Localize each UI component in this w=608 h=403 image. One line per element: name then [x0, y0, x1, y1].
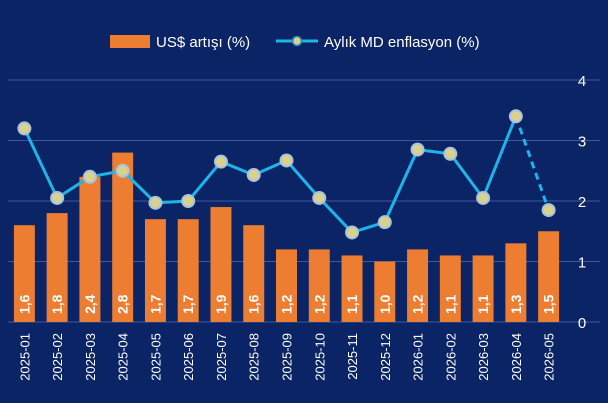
bar	[79, 176, 101, 322]
line-point	[50, 190, 65, 205]
bar-data-label: 1,5	[541, 294, 557, 314]
x-tick-label: 2025-04	[116, 333, 131, 381]
x-tick-label: 2026-04	[509, 333, 524, 381]
bar	[472, 255, 494, 322]
bar-data-label: 2,8	[115, 294, 131, 314]
bar-data-label: 1,0	[377, 294, 393, 314]
line-point	[246, 167, 261, 182]
bar	[177, 219, 199, 322]
line-point	[443, 146, 458, 161]
bar-series	[13, 152, 560, 322]
x-tick-label: 2025-09	[280, 333, 295, 381]
line-point	[410, 142, 425, 157]
x-tick-label: 2025-03	[83, 333, 98, 381]
line-point	[345, 225, 360, 240]
bar	[46, 213, 68, 322]
gridlines	[8, 79, 600, 323]
x-tick-label: 2026-01	[411, 333, 426, 381]
line-point	[377, 215, 392, 230]
legend-swatch-marker	[291, 35, 303, 47]
x-tick-label: 2025-05	[148, 333, 163, 381]
bar	[407, 249, 429, 322]
bar	[505, 243, 527, 322]
line-point	[476, 190, 491, 205]
bar-data-label: 1,1	[475, 294, 491, 314]
y-tick-label: 2	[578, 194, 586, 211]
x-tick-label: 2025-06	[181, 333, 196, 381]
line-path-dashed	[514, 115, 551, 211]
y-tick-label: 4	[578, 73, 586, 90]
x-tick-label: 2025-11	[345, 333, 360, 380]
bar-data-label: 1,1	[344, 294, 360, 314]
bar	[308, 249, 330, 322]
line-point	[508, 109, 523, 124]
bar	[13, 225, 35, 322]
line-path	[23, 115, 518, 234]
y-tick-label: 3	[578, 134, 586, 151]
bar-data-label: 1,1	[442, 294, 458, 314]
legend-label-bar: US$ artışı (%)	[156, 34, 250, 51]
x-tick-label: 2025-08	[247, 333, 262, 381]
line-point	[541, 203, 556, 218]
bar-data-label: 1,2	[410, 294, 426, 314]
bar-data-label: 1,2	[279, 294, 295, 314]
bar	[144, 219, 166, 322]
bar-data-label: 1,9	[213, 294, 229, 314]
x-axis-ticks: 2025-01 2025-02 2025-03 2025-04 2025-05 2025-…	[17, 333, 556, 381]
bar-data-labels: 1,6 1,8 2,4 2,8 1,7 1,7 1,9 1,6 1,2 1,2 1,1 1,0 1,2 1…	[16, 294, 556, 314]
bar-data-label: 1,7	[147, 294, 163, 314]
y-tick-label: 1	[578, 255, 586, 272]
x-tick-label: 2025-10	[312, 333, 327, 381]
x-tick-label: 2026-03	[476, 333, 491, 381]
line-point	[181, 194, 196, 208]
line-point	[115, 163, 130, 178]
bar-data-label: 1,7	[180, 294, 196, 314]
line-series	[17, 109, 556, 240]
line-point	[82, 169, 97, 184]
x-tick-label: 2026-05	[542, 333, 557, 381]
x-tick-label: 2025-12	[378, 333, 393, 381]
bar	[276, 249, 297, 322]
line-point	[213, 154, 228, 169]
bar	[210, 207, 232, 322]
bar	[374, 261, 396, 322]
y-tick-label: 0	[578, 315, 586, 332]
line-point	[279, 153, 294, 168]
bar	[243, 225, 265, 322]
bar	[538, 231, 560, 322]
bar-data-label: 1,6	[246, 294, 262, 314]
bar-data-label: 1,6	[16, 294, 32, 314]
bar-data-label: 1,2	[311, 294, 327, 314]
bar	[341, 255, 363, 322]
line-point	[312, 190, 327, 205]
bar	[112, 152, 134, 322]
x-tick-label: 2025-07	[214, 333, 229, 381]
x-tick-label: 2026-02	[443, 333, 458, 381]
x-tick-label: 2025-01	[17, 333, 32, 381]
line-point	[17, 121, 32, 136]
legend: US$ artışı (%) Aylık MD enflasyon (%)	[110, 34, 480, 51]
bar-data-label: 1,8	[49, 294, 65, 314]
line-point	[148, 195, 163, 210]
legend-label-line: Aylık MD enflasyon (%)	[324, 34, 480, 51]
bar-data-label: 1,3	[508, 294, 524, 314]
x-tick-label: 2025-02	[50, 333, 65, 381]
legend-swatch-bar	[110, 35, 150, 48]
y-axis-ticks: 0 1 2 3 4	[578, 73, 586, 332]
bar	[439, 255, 461, 322]
bar-data-label: 2,4	[82, 294, 98, 314]
